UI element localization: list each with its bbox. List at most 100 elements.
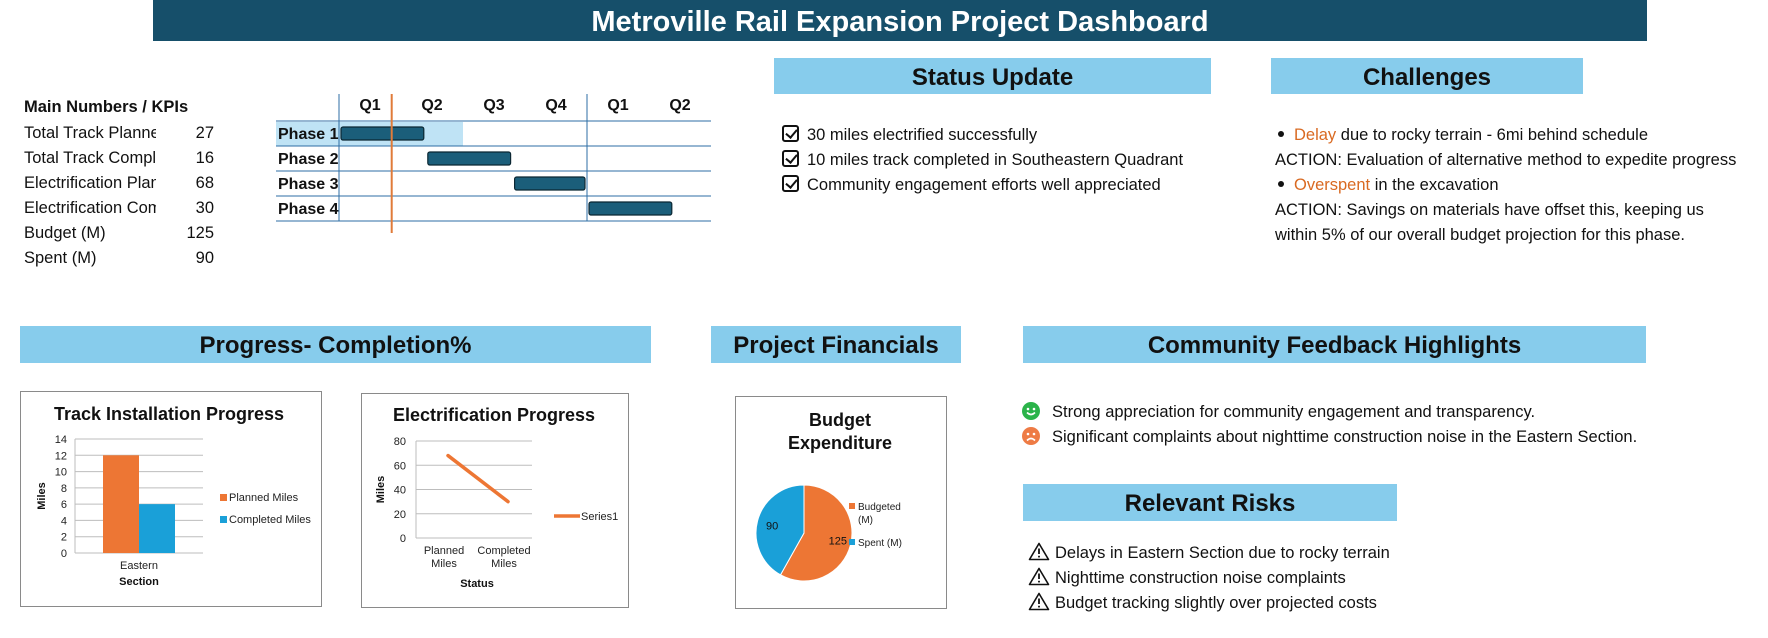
challenge-action: ACTION: Savings on materials have offset… bbox=[1275, 201, 1704, 219]
y-tick-label: 40 bbox=[394, 485, 406, 497]
checkbox-icon bbox=[782, 175, 799, 193]
budget-expenditure-chart: Budget Expenditure 125 90 Budgeted (M) Spent (… bbox=[735, 396, 947, 609]
y-tick-label: 8 bbox=[61, 483, 67, 495]
kpi-row: Spent (M) 90 bbox=[24, 246, 214, 271]
frown-face-icon bbox=[1022, 426, 1040, 445]
x-tick-label: Miles bbox=[431, 558, 457, 570]
pie-slice bbox=[755, 484, 805, 576]
kpi-label: Electrification Planned bbox=[24, 174, 156, 192]
y-tick-label: 6 bbox=[61, 499, 67, 511]
pie-data-label: 90 bbox=[766, 521, 778, 533]
dashboard-title: Metroville Rail Expansion Project Dashbo… bbox=[153, 0, 1647, 41]
challenge-action: within 5% of our overall budget projecti… bbox=[1275, 226, 1685, 244]
y-tick-label: 20 bbox=[394, 509, 406, 521]
legend-label: (M) bbox=[858, 515, 873, 526]
kpi-value: 16 bbox=[195, 149, 214, 167]
track-chart-svg: Track Installation Progress 0 2 4 6 8 10 12 14 Ea… bbox=[36, 404, 311, 588]
gantt-bar bbox=[427, 151, 512, 166]
legend-label: Series1 bbox=[581, 511, 618, 523]
checkbox-icon bbox=[782, 125, 799, 143]
checkbox-icon bbox=[782, 150, 799, 168]
risk-item: Budget tracking slightly over projected … bbox=[1028, 591, 1377, 616]
challenge-bullet: Overspent in the excavation bbox=[1274, 173, 1499, 198]
status-item: 30 miles electrified successfully bbox=[782, 123, 1037, 148]
kpi-label: Budget (M) bbox=[24, 224, 106, 242]
bullet-icon bbox=[1278, 130, 1284, 137]
status-text: Community engagement efforts well apprec… bbox=[807, 176, 1161, 194]
gantt-phase-label: Phase 4 bbox=[278, 201, 339, 218]
legend-swatch bbox=[220, 494, 227, 501]
x-axis-label: Status bbox=[460, 578, 494, 590]
bullet-icon bbox=[1278, 180, 1284, 187]
gantt-bar bbox=[340, 126, 425, 141]
challenge-keyword: Delay bbox=[1294, 126, 1337, 144]
y-tick-label: 60 bbox=[394, 460, 406, 472]
x-tick-label: Planned bbox=[424, 545, 464, 557]
kpi-row: Electrification Planned 68 bbox=[24, 171, 214, 196]
challenges-header: Challenges bbox=[1271, 58, 1583, 94]
y-tick-label: 2 bbox=[61, 532, 67, 544]
budget-chart-svg: Budget Expenditure 125 90 Budgeted (M) Spent (… bbox=[755, 410, 902, 582]
risk-text: Budget tracking slightly over projected … bbox=[1055, 594, 1377, 612]
gantt-label-shade bbox=[276, 122, 339, 146]
kpi-value: 125 bbox=[186, 224, 214, 242]
challenge-action: ACTION: Evaluation of alternative method… bbox=[1275, 151, 1737, 169]
chart-title: Electrification Progress bbox=[393, 405, 595, 425]
kpi-label: Total Track Planned bbox=[24, 124, 156, 142]
chart-title: Expenditure bbox=[788, 433, 892, 453]
pie-data-label: 125 bbox=[829, 535, 847, 547]
x-tick-label: Eastern bbox=[120, 560, 158, 572]
y-axis-label: Miles bbox=[36, 482, 48, 510]
status-item: Community engagement efforts well apprec… bbox=[782, 173, 1161, 198]
risks-header: Relevant Risks bbox=[1023, 484, 1397, 521]
bar bbox=[139, 504, 175, 553]
status-update-header: Status Update bbox=[774, 58, 1211, 94]
y-tick-label: 4 bbox=[61, 515, 67, 527]
financials-header: Project Financials bbox=[711, 326, 961, 363]
gantt-quarter-label: Q2 bbox=[669, 97, 690, 114]
y-tick-label: 12 bbox=[55, 450, 67, 462]
legend-swatch bbox=[849, 539, 855, 545]
kpi-label: Electrification Completed bbox=[24, 199, 156, 217]
risk-text: Nighttime construction noise complaints bbox=[1055, 569, 1346, 587]
status-item: 10 miles track completed in Southeastern… bbox=[782, 148, 1183, 173]
challenge-keyword: Overspent bbox=[1294, 176, 1371, 194]
y-tick-label: 80 bbox=[394, 436, 406, 448]
gantt-bar bbox=[514, 176, 586, 191]
gantt-bar bbox=[588, 201, 673, 216]
chart-title: Budget bbox=[809, 410, 871, 430]
gantt-phase-label: Phase 2 bbox=[278, 151, 339, 168]
challenge-bullet: Delay due to rocky terrain - 6mi behind … bbox=[1274, 123, 1648, 148]
challenge-text: in the excavation bbox=[1370, 176, 1499, 194]
gantt-phase-label: Phase 1 bbox=[278, 126, 339, 143]
gantt-quarter-label: Q3 bbox=[483, 97, 504, 114]
x-tick-label: Miles bbox=[491, 558, 517, 570]
legend-swatch bbox=[220, 516, 227, 523]
kpi-value: 68 bbox=[195, 174, 214, 192]
legend-label: Planned Miles bbox=[229, 492, 299, 504]
status-text: 10 miles track completed in Southeastern… bbox=[807, 151, 1184, 169]
progress-header: Progress- Completion% bbox=[20, 326, 651, 363]
risk-text: Delays in Eastern Section due to rocky t… bbox=[1055, 544, 1390, 562]
kpi-value: 30 bbox=[195, 199, 214, 217]
feedback-positive-text: Strong appreciation for community engage… bbox=[1052, 403, 1536, 421]
legend-label: Completed Miles bbox=[229, 514, 311, 526]
series-line bbox=[446, 453, 510, 504]
gantt-phase-label: Phase 3 bbox=[278, 176, 339, 193]
pie-slice bbox=[779, 484, 853, 582]
kpi-row: Budget (M) 125 bbox=[24, 221, 214, 246]
feedback-negative: Significant complaints about nighttime c… bbox=[1022, 425, 1637, 450]
y-axis-label: Miles bbox=[375, 476, 387, 504]
kpi-row: Total Track Planned 27 bbox=[24, 121, 214, 146]
warning-icon bbox=[1028, 542, 1050, 561]
electrification-chart: Electrification Progress 0 20 40 60 80 Planned… bbox=[361, 393, 629, 608]
kpi-value: 90 bbox=[195, 249, 214, 267]
warning-icon bbox=[1028, 592, 1050, 611]
warning-icon bbox=[1028, 567, 1050, 586]
track-installation-chart: Track Installation Progress 0 2 4 6 8 10 12 14 Ea… bbox=[20, 391, 322, 607]
kpi-header: Main Numbers / KPIs bbox=[24, 98, 189, 116]
risk-item: Nighttime construction noise complaints bbox=[1028, 566, 1346, 591]
legend-label: Budgeted bbox=[858, 502, 901, 513]
x-tick-label: Completed bbox=[477, 545, 530, 557]
kpi-row: Total Track Completed 16 bbox=[24, 146, 214, 171]
